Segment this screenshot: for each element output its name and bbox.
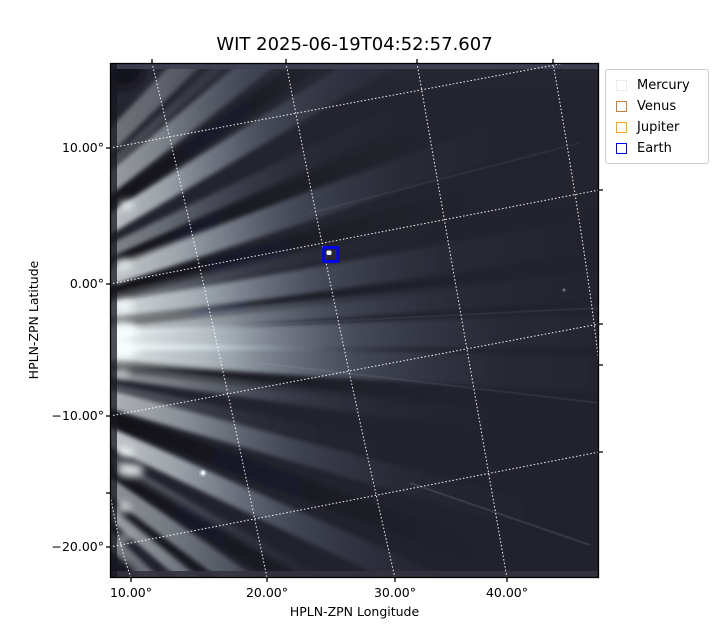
grid-line-lat--20 [110,451,599,548]
grid-line-lon-10 [110,492,132,578]
x-tick-label: 40.00° [485,585,529,600]
legend-label: Earth [637,141,672,156]
coordinate-grid [110,63,599,578]
legend-item-earth: Earth [616,138,700,159]
faint-streak [249,307,599,326]
frame-rect [109,62,600,579]
star-speck [562,288,566,292]
streak-ray [110,63,231,171]
wispr-image [110,63,599,578]
grid-line-lon-40 [416,63,508,578]
mercury-marker-icon [616,80,627,91]
bright-blobs [110,200,144,542]
right-fade [230,63,599,578]
y-tick-label: −20.00° [51,539,104,554]
earth-marker [322,246,340,263]
faint-streak [309,142,581,214]
bright-blob [116,447,134,457]
star-speck [200,470,206,476]
bright-blob [117,534,131,542]
grid-line-lat-10 [110,63,566,149]
top-edge-band [110,63,599,69]
earth-dot [326,250,332,255]
axis-ticks [106,59,603,582]
legend-label: Venus [637,99,677,114]
legend-label: Mercury [637,78,690,93]
earth-marker-icon [616,143,627,154]
left-margin-band [110,63,117,578]
legend: Mercury Venus Jupiter Earth [605,69,709,164]
bright-blob [115,503,131,513]
bright-blob [114,369,130,377]
x-tick-label: 10.00° [109,585,153,600]
grid-line-lat-0 [110,189,599,285]
earth-marker-square [322,246,340,263]
bottom-edge-band [110,571,599,578]
y-tick-label: 0.00° [69,276,104,291]
bright-blob [116,463,144,477]
grid-line-lon-50 [552,63,599,366]
streak-ray [110,530,160,578]
x-tick-label: 30.00° [373,585,417,600]
grid-line-lon-30 [285,63,396,578]
y-tick-label: −10.00° [51,408,104,423]
legend-item-jupiter: Jupiter [616,117,700,138]
grid-line-lon-20 [151,63,268,578]
axes-frame [106,59,603,582]
dark-corner-blob [110,63,144,89]
bright-blob [110,342,138,358]
jupiter-marker-icon [616,122,627,133]
faint-streak [409,482,591,546]
bright-blob [114,259,132,269]
bright-blob [114,300,134,312]
bright-blob [118,200,134,210]
legend-item-venus: Venus [616,96,700,117]
x-axis-label: HPLN-ZPN Longitude [289,604,420,619]
plot-title: WIT 2025-06-19T04:52:57.607 [216,34,493,55]
y-tick-label: 10.00° [61,140,104,155]
legend-item-mercury: Mercury [616,75,700,96]
y-axis-label: HPLN-ZPN Latitude [26,260,41,380]
grid-line-lat--10 [110,323,599,417]
legend-label: Jupiter [637,120,680,135]
venus-marker-icon [616,101,627,112]
star-specks [199,288,566,477]
faint-streak [259,362,599,404]
faint-streaks [249,142,599,546]
x-tick-label: 20.00° [245,585,289,600]
